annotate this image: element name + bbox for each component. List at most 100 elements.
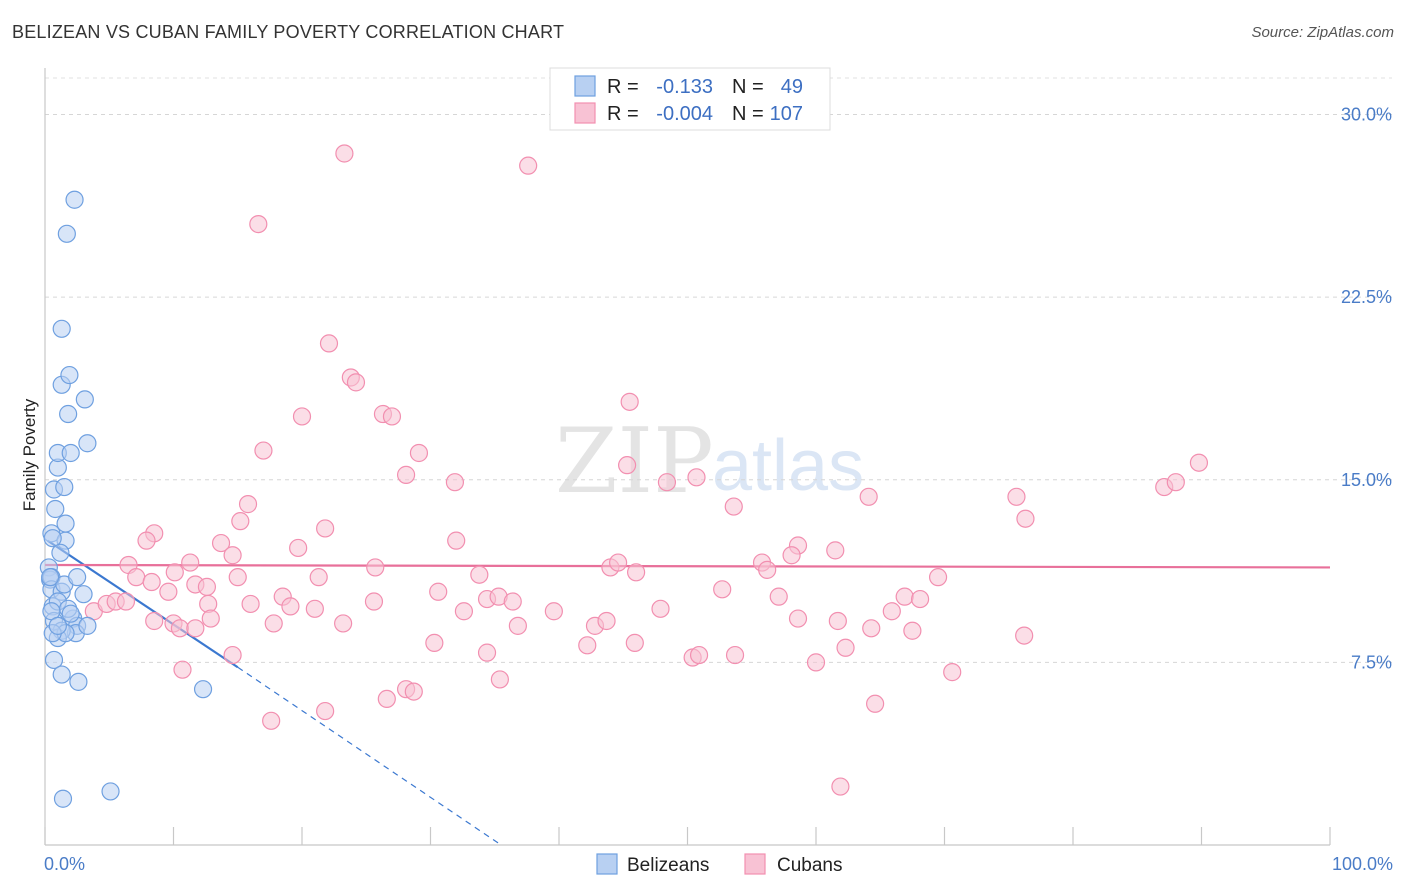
gridlines (45, 77, 1392, 663)
belizean-point (57, 224, 76, 243)
cuban-point (503, 592, 522, 611)
cuban-point (618, 456, 637, 475)
cuban-point (831, 777, 850, 796)
cuban-point (862, 619, 881, 638)
x-tick-label: 100.0% (1332, 854, 1393, 874)
belizean-point (75, 390, 94, 409)
cuban-point (1189, 453, 1209, 472)
cuban-point (713, 580, 732, 599)
cuban-point (882, 602, 901, 621)
legend-n-label-1: N = (732, 76, 764, 98)
cuban-point (1015, 626, 1034, 645)
cuban-point (137, 531, 156, 550)
cuban-point (366, 558, 385, 577)
cuban-point (262, 711, 281, 730)
legend-n-value-1: 49 (781, 76, 803, 98)
cuban-point (364, 592, 384, 611)
belizean-point (41, 568, 60, 587)
cuban-point (425, 633, 444, 653)
cuban-point (142, 572, 161, 592)
cuban-point (396, 465, 416, 484)
y-tick-label: 30.0% (1341, 105, 1392, 125)
cuban-point (470, 565, 489, 584)
cuban-point (249, 214, 268, 234)
cuban-point (186, 619, 205, 638)
cuban-point (1007, 487, 1026, 506)
cuban-point (490, 670, 509, 689)
belizean-point (61, 443, 80, 463)
belizean-point (53, 789, 73, 808)
belizean-point (55, 477, 74, 497)
cuban-point (170, 619, 190, 638)
cuban-point (197, 577, 217, 596)
x-tick-label: 0.0% (44, 854, 85, 874)
belizean-point (51, 543, 70, 562)
cuban-point (826, 541, 845, 560)
cuban-point (264, 614, 283, 633)
watermark-atlas: atlas (712, 426, 864, 506)
cuban-point (223, 546, 242, 565)
cuban-point (238, 495, 258, 514)
cuban-point (626, 563, 646, 582)
y-tick-labels: 7.5% 15.0% 22.5% 30.0% (1341, 105, 1392, 673)
cuban-point (725, 645, 745, 665)
cuban-point (651, 599, 670, 618)
belizean-point (74, 585, 93, 604)
legend-r-value-1: -0.133 (656, 76, 713, 98)
cuban-point (159, 582, 178, 601)
cuban-point (241, 594, 260, 614)
cuban-point (620, 392, 639, 411)
cuban-point (165, 563, 184, 582)
cuban-point (447, 531, 466, 550)
cuban-point (836, 638, 855, 657)
cuban-point (578, 636, 597, 655)
cuban-point (544, 602, 563, 621)
cuban-point (859, 487, 878, 506)
x-tick-labels: 0.0% 100.0% (44, 854, 1393, 874)
series-legend: Belizeans Cubans (596, 853, 843, 876)
cuban-point (181, 553, 200, 572)
cuban-point (309, 568, 328, 587)
stats-legend-box (549, 67, 831, 131)
legend-swatch-belizeans (574, 75, 596, 97)
belizean-point (78, 434, 97, 453)
cuban-point (254, 441, 273, 460)
cuban-point (292, 407, 312, 426)
cuban-trend-line (44, 563, 1331, 569)
cuban-point (519, 156, 538, 175)
cuban-point (211, 533, 231, 553)
cuban-point (477, 643, 497, 662)
cuban-point (305, 599, 324, 618)
cuban-point (316, 519, 335, 538)
stats-legend: R = -0.133 N = 49 R = -0.004 N = 107 (549, 67, 831, 131)
cuban-point (597, 611, 616, 631)
belizean-point (78, 616, 97, 635)
cuban-point (429, 582, 448, 601)
cuban-point (145, 611, 164, 631)
cuban-point (335, 144, 354, 163)
belizean-point (101, 782, 120, 801)
cuban-point (454, 602, 474, 621)
belizean-point (60, 365, 79, 385)
belizean-point (43, 529, 62, 548)
belizean-trend-extension (237, 666, 502, 846)
bottom-legend-cubans: Cubans (777, 855, 843, 876)
bottom-legend-belizeans: Belizeans (627, 855, 709, 876)
cuban-point (127, 568, 146, 587)
cuban-point (609, 553, 628, 572)
cuban-point (382, 407, 402, 426)
legend-r-value-2: -0.004 (656, 103, 713, 125)
y-tick-label: 22.5% (1341, 287, 1392, 307)
belizean-point (59, 404, 78, 424)
cuban-point (866, 694, 885, 713)
cuban-point (758, 560, 777, 579)
cuban-point (223, 645, 242, 665)
source-label: Source: ZipAtlas.com (1251, 24, 1394, 41)
legend-n-label-2: N = (732, 103, 764, 125)
cuban-point (228, 568, 247, 587)
y-axis-label: Family Poverty (20, 398, 39, 511)
cuban-point (903, 621, 922, 640)
trend-lines (44, 539, 1331, 846)
bottom-legend-swatch-belizeans (596, 853, 618, 875)
